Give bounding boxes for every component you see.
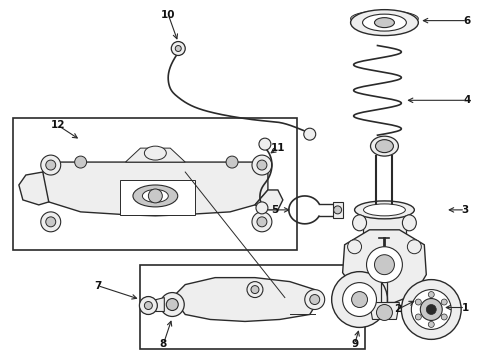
Circle shape — [376, 305, 392, 320]
Circle shape — [226, 156, 238, 168]
Circle shape — [257, 160, 267, 170]
Circle shape — [46, 217, 56, 227]
Ellipse shape — [364, 204, 405, 216]
Circle shape — [247, 282, 263, 298]
Ellipse shape — [370, 136, 398, 156]
Circle shape — [401, 280, 461, 339]
Circle shape — [41, 212, 61, 232]
Circle shape — [441, 299, 447, 305]
Polygon shape — [148, 298, 164, 311]
Ellipse shape — [353, 215, 367, 231]
Circle shape — [412, 289, 451, 329]
Circle shape — [252, 212, 272, 232]
Circle shape — [428, 321, 434, 328]
Ellipse shape — [374, 18, 394, 28]
Circle shape — [441, 314, 447, 320]
Circle shape — [148, 189, 162, 203]
Circle shape — [257, 217, 267, 227]
Ellipse shape — [355, 201, 415, 219]
Polygon shape — [125, 148, 185, 162]
Ellipse shape — [378, 302, 391, 309]
Polygon shape — [121, 180, 195, 215]
Circle shape — [347, 240, 362, 254]
Circle shape — [304, 128, 316, 140]
Circle shape — [166, 298, 178, 310]
Circle shape — [74, 156, 87, 168]
Ellipse shape — [145, 146, 166, 160]
Circle shape — [343, 283, 376, 316]
Circle shape — [175, 45, 181, 51]
Bar — [13, 118, 297, 250]
Circle shape — [428, 292, 434, 298]
Polygon shape — [369, 302, 399, 319]
Circle shape — [251, 285, 259, 293]
Circle shape — [310, 294, 319, 305]
Circle shape — [407, 240, 421, 254]
Polygon shape — [343, 230, 426, 302]
Polygon shape — [19, 172, 49, 205]
Circle shape — [172, 41, 185, 55]
Text: 7: 7 — [94, 280, 101, 291]
Ellipse shape — [133, 185, 178, 207]
Ellipse shape — [402, 215, 416, 231]
Circle shape — [416, 314, 421, 320]
Text: 12: 12 — [50, 120, 65, 130]
Circle shape — [256, 202, 268, 214]
Circle shape — [305, 289, 325, 310]
Circle shape — [334, 206, 342, 214]
Polygon shape — [255, 190, 283, 210]
Circle shape — [416, 299, 421, 305]
Ellipse shape — [350, 11, 418, 27]
Polygon shape — [333, 202, 343, 218]
Polygon shape — [363, 208, 406, 238]
Text: 3: 3 — [462, 205, 469, 215]
Text: 10: 10 — [161, 10, 175, 20]
Circle shape — [374, 255, 394, 275]
Circle shape — [46, 160, 56, 170]
Circle shape — [332, 272, 388, 328]
Circle shape — [140, 297, 157, 315]
Polygon shape — [172, 278, 318, 321]
Text: 11: 11 — [270, 143, 285, 153]
Circle shape — [259, 138, 271, 150]
Text: 1: 1 — [462, 302, 469, 312]
Circle shape — [41, 155, 61, 175]
Circle shape — [420, 298, 442, 320]
Bar — [141, 265, 365, 349]
Circle shape — [367, 247, 402, 283]
Circle shape — [160, 293, 184, 316]
Polygon shape — [43, 162, 268, 216]
Text: 5: 5 — [271, 205, 278, 215]
Text: 9: 9 — [351, 339, 358, 349]
Circle shape — [352, 292, 368, 307]
Ellipse shape — [375, 140, 393, 153]
Text: 4: 4 — [464, 95, 471, 105]
Text: 6: 6 — [464, 15, 471, 26]
Text: 2: 2 — [394, 305, 401, 315]
Ellipse shape — [350, 10, 418, 36]
Circle shape — [252, 155, 272, 175]
Ellipse shape — [363, 14, 406, 31]
Circle shape — [145, 302, 152, 310]
Text: 8: 8 — [160, 339, 167, 349]
Circle shape — [426, 305, 436, 315]
Ellipse shape — [143, 189, 168, 202]
